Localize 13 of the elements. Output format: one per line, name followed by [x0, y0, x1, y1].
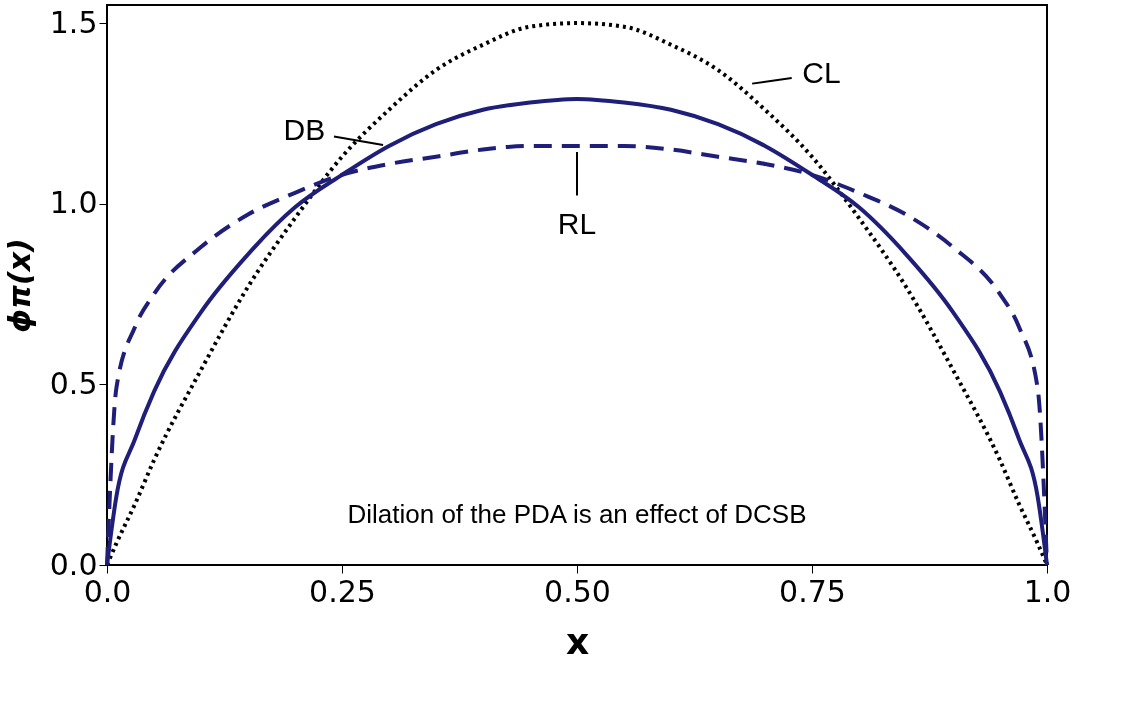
x-tick-label: 0.50	[544, 573, 611, 609]
x-tick-label: 0.25	[309, 573, 376, 609]
annotation: CL	[802, 55, 841, 89]
annotation: RL	[557, 207, 597, 241]
annotation: DB	[283, 113, 326, 147]
x-tick-label: 1.0	[1023, 573, 1072, 609]
x-axis-title: x	[565, 620, 590, 662]
y-tick-label: 1.0	[49, 185, 98, 221]
y-tick-label: 1.5	[49, 4, 98, 40]
y-axis-title: ϕπ(x)	[1, 238, 37, 333]
x-tick-label: 0.75	[779, 573, 846, 609]
annotation: Dilation of the PDA is an effect of DCSB	[347, 499, 807, 529]
y-tick-label: 0.5	[49, 365, 98, 401]
